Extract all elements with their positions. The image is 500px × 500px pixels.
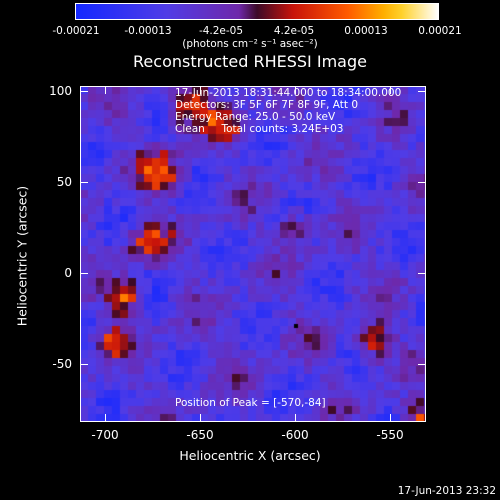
tick-mark: [80, 273, 88, 274]
clean-counts-text: Clean Total counts: 3.24E+03: [175, 123, 344, 135]
colorbar-units: (photons cm⁻² s⁻¹ asec⁻²): [182, 38, 318, 50]
colorbar-tick: 0.00021: [418, 25, 462, 37]
peak-position-text: Position of Peak = [-570,-84]: [175, 397, 326, 409]
energy-range-text: Energy Range: 25.0 - 50.0 keV: [175, 111, 336, 123]
x-tick-label: -650: [186, 428, 214, 442]
detectors-text: Detectors: 3F 5F 6F 7F 8F 9F, Att 0: [175, 99, 359, 111]
tick-mark: [418, 364, 426, 365]
y-tick-label: -50: [52, 357, 72, 371]
tick-mark: [418, 182, 426, 183]
time-range-text: 17-Jun-2013 18:31:44.000 to 18:34:00.000: [175, 87, 402, 99]
tick-mark: [418, 91, 426, 92]
colorbar-tick: 0.00013: [344, 25, 388, 37]
tick-mark: [390, 414, 391, 422]
colorbar-tick: -0.00013: [124, 25, 172, 37]
tick-mark: [105, 86, 106, 94]
tick-mark: [80, 364, 88, 365]
tick-mark: [200, 86, 201, 94]
y-axis-label: Heliocentric Y (arcsec): [14, 185, 30, 327]
y-tick-label: 0: [64, 266, 72, 280]
colorbar: [75, 3, 439, 20]
tick-mark: [200, 414, 201, 422]
rhessi-image: [80, 86, 426, 422]
y-tick-label: 50: [56, 175, 72, 189]
colorbar-tick: -4.2e-05: [198, 25, 244, 37]
tick-mark: [80, 91, 88, 92]
timestamp: 17-Jun-2013 23:32: [397, 485, 496, 497]
x-tick-label: -700: [91, 428, 119, 442]
colorbar-tick: -0.00021: [52, 25, 100, 37]
x-tick-label: -600: [281, 428, 309, 442]
x-tick-label: -550: [376, 428, 404, 442]
image-title: Reconstructed RHESSI Image: [133, 52, 367, 71]
tick-mark: [105, 414, 106, 422]
y-tick-label: 100: [49, 84, 72, 98]
tick-mark: [418, 273, 426, 274]
tick-mark: [295, 414, 296, 422]
tick-mark: [80, 182, 88, 183]
colorbar-tick: 4.2e-05: [273, 25, 315, 37]
plot-frame: 17-Jun-2013 18:31:44.000 to 18:34:00.000…: [80, 86, 426, 422]
heatmap-canvas: [80, 86, 426, 422]
tick-mark: [390, 86, 391, 94]
tick-mark: [295, 86, 296, 94]
x-axis-label: Heliocentric X (arcsec): [179, 448, 321, 463]
